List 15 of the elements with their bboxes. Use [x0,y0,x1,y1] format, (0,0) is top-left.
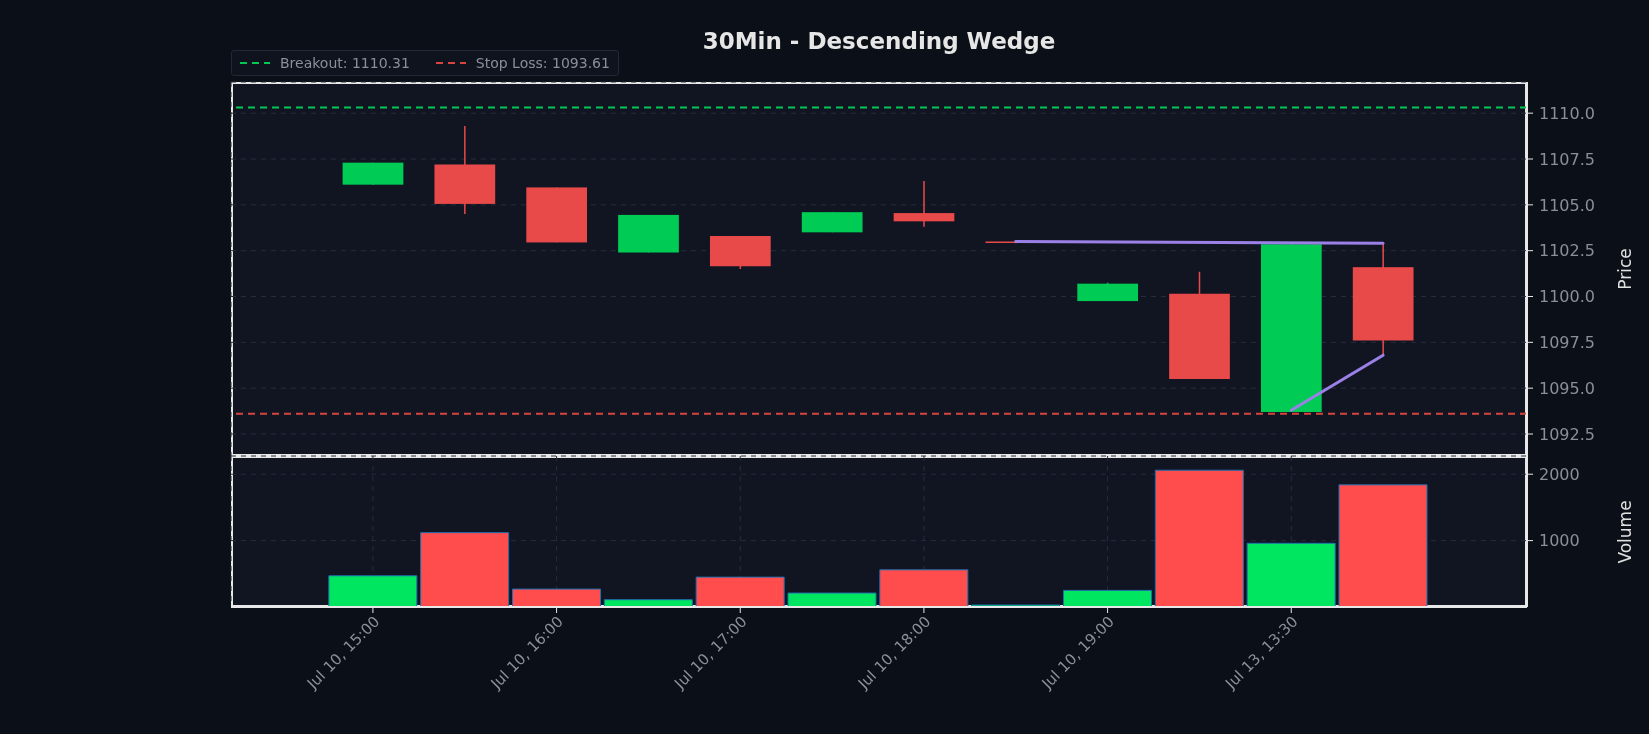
y-tick-label: 1000 [1539,531,1580,551]
y-tick-label: 2000 [1539,464,1580,484]
y-tick-label: 1107.5 [1539,149,1595,169]
y-tick-label: 1110.0 [1539,103,1595,123]
legend-label: Stop Loss: 1093.61 [475,55,610,71]
y-axis-title: Volume [1615,499,1635,564]
y-tick-label: 1097.5 [1539,333,1595,353]
y-tick-label: 1092.5 [1539,424,1595,444]
y-axis-title: Price [1615,248,1635,290]
y-tick-label: 1095.0 [1539,378,1595,398]
y-tick-label: 1100.0 [1539,287,1595,307]
y-tick-label: 1105.0 [1539,195,1595,215]
chart-title: 30Min - Descending Wedge [702,28,1056,54]
legend-label: Breakout: 1110.31 [280,55,410,71]
y-tick-label: 1102.5 [1539,241,1595,261]
